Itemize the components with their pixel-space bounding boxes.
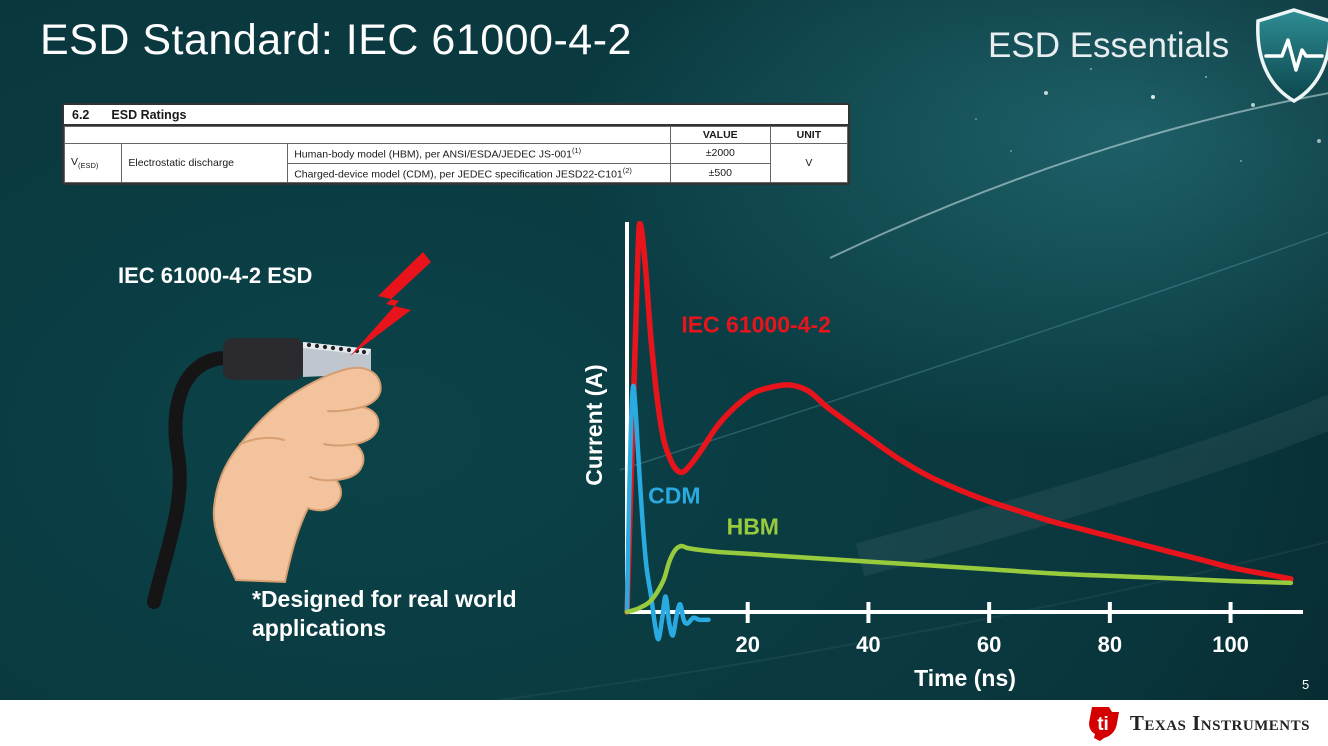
header-unit: UNIT (769, 126, 849, 144)
hbm-footnote-ref: (1) (571, 146, 582, 155)
table-header-row: VALUE UNIT (64, 126, 849, 144)
cdm-footnote-ref: (2) (622, 165, 632, 175)
chart-canvas: 20 40 60 80 100 IEC 61000-4-2 CDM HBM (624, 220, 1303, 657)
svg-text:60: 60 (977, 632, 1001, 657)
header-value: VALUE (669, 126, 771, 144)
svg-text:100: 100 (1212, 632, 1249, 657)
lightning-bolt-icon (350, 252, 431, 356)
cdm-description-cell: Charged-device model (CDM), per JEDEC sp… (287, 162, 671, 183)
page-number: 5 (1302, 677, 1310, 692)
section-title: ESD Ratings (111, 108, 187, 122)
illustration-label: IEC 61000-4-2 ESD (118, 263, 313, 288)
table-section-heading: 6.2 ESD Ratings (64, 105, 848, 126)
section-number: 6.2 (72, 108, 90, 122)
esd-ratings-table: 6.2 ESD Ratings VALUE UNIT V(ESD) Electro… (62, 103, 850, 185)
hand-connector-illustration (147, 252, 431, 609)
ti-logo-icon: ti (1088, 707, 1119, 741)
ti-logo: ti Texas Instruments (1087, 705, 1310, 741)
waveform-chart: Current (A) 20 40 60 80 100 IEC 61000-4-2 CDM H… (545, 210, 1305, 715)
hbm-value-cell: ±2000 (669, 143, 771, 164)
hand (212, 366, 382, 584)
param-symbol-cell: V(ESD) (63, 143, 123, 183)
cdm-description: Charged-device model (CDM), per JEDEC sp… (294, 168, 623, 180)
unit-cell: V (769, 143, 849, 183)
hbm-description-cell: Human-body model (HBM), per ANSI/ESDA/JE… (287, 143, 671, 164)
param-subscript: (ESD) (78, 161, 99, 171)
cable (147, 351, 230, 609)
svg-text:80: 80 (1098, 632, 1122, 657)
hbm-description: Human-body model (HBM), per ANSI/ESDA/JE… (294, 148, 572, 161)
svg-text:40: 40 (856, 632, 880, 657)
ratings-grid: VALUE UNIT V(ESD) Electrostatic discharg… (63, 126, 849, 183)
shield-pulse-icon (1256, 8, 1328, 104)
footnote: *Designed for real world applications (252, 586, 517, 641)
header-blank-cell (64, 126, 671, 144)
slide-title: ESD Standard: IEC 61000-4-2 (40, 16, 632, 64)
ti-logo-text: Texas Instruments (1129, 710, 1310, 735)
param-symbol: V (71, 155, 79, 168)
param-name-cell: Electrostatic discharge (121, 143, 289, 183)
svg-text:HBM: HBM (727, 513, 779, 539)
ti-monogram: ti (1097, 714, 1109, 735)
series-brand: ESD Essentials (988, 26, 1230, 65)
cdm-value-cell: ±500 (669, 162, 771, 183)
table-row: Charged-device model (CDM), per JEDEC sp… (65, 162, 848, 183)
table-row: V(ESD) Electrostatic discharge Human-bod… (63, 143, 849, 183)
svg-text:20: 20 (735, 632, 759, 657)
background-stars (0, 0, 2, 2)
svg-text:IEC 61000-4-2: IEC 61000-4-2 (681, 312, 831, 338)
x-axis-label: Time (ns) (914, 665, 1016, 691)
footer-bar: ti Texas Instruments (0, 700, 1328, 746)
svg-text:CDM: CDM (648, 482, 700, 508)
